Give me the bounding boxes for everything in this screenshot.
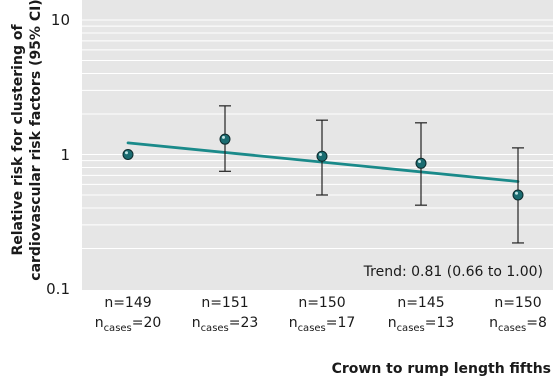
points-layer: [122, 105, 524, 244]
x-tick-label-cases: ncases=17: [289, 315, 356, 334]
y-axis-label-line-2: cardiovascular risk factors (95% CI): [28, 0, 44, 281]
data-point: [122, 149, 134, 160]
y-axis-label: Relative risk for clustering of cardiova…: [10, 0, 44, 281]
data-point-highlight: [319, 152, 322, 156]
x-tick-label-cases: ncases=20: [95, 315, 162, 334]
x-tick-label-n: n=151: [201, 295, 248, 311]
trend-annotation: Trend: 0.81 (0.66 to 1.00): [363, 264, 543, 280]
y-axis-label-line-1: Relative risk for clustering of: [10, 24, 26, 256]
data-point: [512, 189, 524, 201]
x-tick-label-n: n=149: [104, 295, 151, 311]
y-axis-tick-labels: 10 1 0.1: [46, 11, 70, 298]
data-point: [415, 157, 427, 169]
y-tick-label: 10: [51, 11, 70, 29]
x-tick-label-cases: ncases=8: [489, 315, 547, 334]
data-point-highlight: [222, 135, 225, 139]
y-tick-label: 0.1: [46, 280, 70, 298]
x-tick-label-cases: ncases=23: [192, 315, 259, 334]
data-point: [219, 133, 231, 145]
data-point-highlight: [418, 160, 421, 164]
x-tick-label-n: n=145: [397, 295, 444, 311]
trend-layer: [126, 141, 520, 183]
x-tick-label-cases: ncases=13: [388, 315, 455, 334]
y-tick-label: 1: [60, 146, 70, 164]
trend-line: [126, 141, 520, 183]
data-point-highlight: [515, 191, 518, 195]
data-point-highlight: [125, 151, 128, 155]
data-point: [316, 150, 328, 162]
x-tick-label-n: n=150: [494, 295, 541, 311]
x-axis-tick-labels: n=149 ncases=20 n=151 ncases=23 n=150 ncases=…: [95, 295, 547, 334]
x-axis-label: Crown to rump length fifths: [332, 361, 551, 377]
x-tick-label-n: n=150: [298, 295, 345, 311]
